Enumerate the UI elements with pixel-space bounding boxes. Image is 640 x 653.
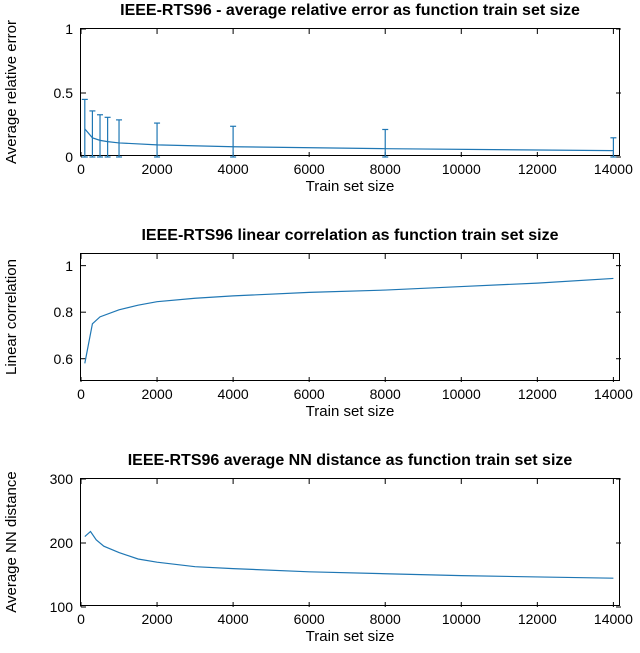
x-tick-label: 6000 [294,386,325,402]
y-tick-label: 0.8 [23,304,73,320]
x-tick-label: 8000 [370,161,401,177]
series-line [85,129,614,151]
y-axis-label: Linear correlation [3,259,20,375]
y-tick-label: 200 [23,535,73,551]
x-tick-label: 4000 [218,161,249,177]
x-tick-label: 6000 [294,161,325,177]
y-tick-label: 0 [23,149,73,165]
y-tick-label: 0.5 [23,85,73,101]
x-tick-label: 12000 [518,161,557,177]
x-tick-label: 8000 [370,611,401,627]
y-axis-label: Average NN distance [3,471,20,612]
x-tick-label: 12000 [518,611,557,627]
y-tick-label: 100 [23,599,73,615]
x-tick-label: 0 [77,611,85,627]
subplot-title: IEEE-RTS96 average NN distance as functi… [80,452,620,470]
subplot-1: IEEE-RTS96 linear correlation as functio… [80,225,620,425]
x-tick-label: 14000 [594,386,633,402]
x-tick-label: 12000 [518,386,557,402]
series-line [85,531,614,578]
figure: IEEE-RTS96 - average relative error as f… [0,0,640,653]
y-axis-label: Average relative error [3,20,20,164]
plot-area: 0200040006000800010000120001400000.51 [80,28,620,156]
y-tick-label: 1 [23,258,73,274]
plot-area: 020004000600080001000012000140000.60.81 [80,253,620,381]
y-tick-label: 1 [23,21,73,37]
x-tick-label: 0 [77,386,85,402]
y-tick-label: 0.6 [23,351,73,367]
x-tick-label: 14000 [594,161,633,177]
subplot-title: IEEE-RTS96 - average relative error as f… [80,2,620,20]
x-tick-label: 14000 [594,611,633,627]
x-tick-label: 6000 [294,611,325,627]
plot-area: 0200040006000800010000120001400010020030… [80,478,620,606]
x-tick-label: 0 [77,161,85,177]
x-tick-label: 10000 [442,161,481,177]
x-tick-label: 10000 [442,611,481,627]
x-tick-label: 2000 [141,386,172,402]
x-tick-label: 2000 [141,161,172,177]
subplot-2: IEEE-RTS96 average NN distance as functi… [80,450,620,650]
x-axis-label: Train set size [80,628,620,645]
x-tick-label: 4000 [218,386,249,402]
x-tick-label: 8000 [370,386,401,402]
subplot-title: IEEE-RTS96 linear correlation as functio… [80,227,620,245]
x-axis-label: Train set size [80,178,620,195]
series-line [85,278,614,363]
subplot-0: IEEE-RTS96 - average relative error as f… [80,0,620,200]
x-tick-label: 4000 [218,611,249,627]
x-axis-label: Train set size [80,403,620,420]
x-tick-label: 2000 [141,611,172,627]
x-tick-label: 10000 [442,386,481,402]
plot-svg [81,479,621,607]
y-tick-label: 300 [23,471,73,487]
plot-svg [81,254,621,382]
plot-svg [81,29,621,157]
